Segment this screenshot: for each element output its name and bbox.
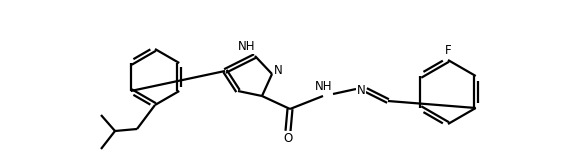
Text: F: F	[445, 45, 452, 58]
Text: NH: NH	[238, 41, 256, 53]
Text: N: N	[274, 65, 282, 77]
Text: NH: NH	[315, 80, 333, 93]
Text: N: N	[356, 84, 366, 97]
Text: O: O	[284, 131, 293, 145]
